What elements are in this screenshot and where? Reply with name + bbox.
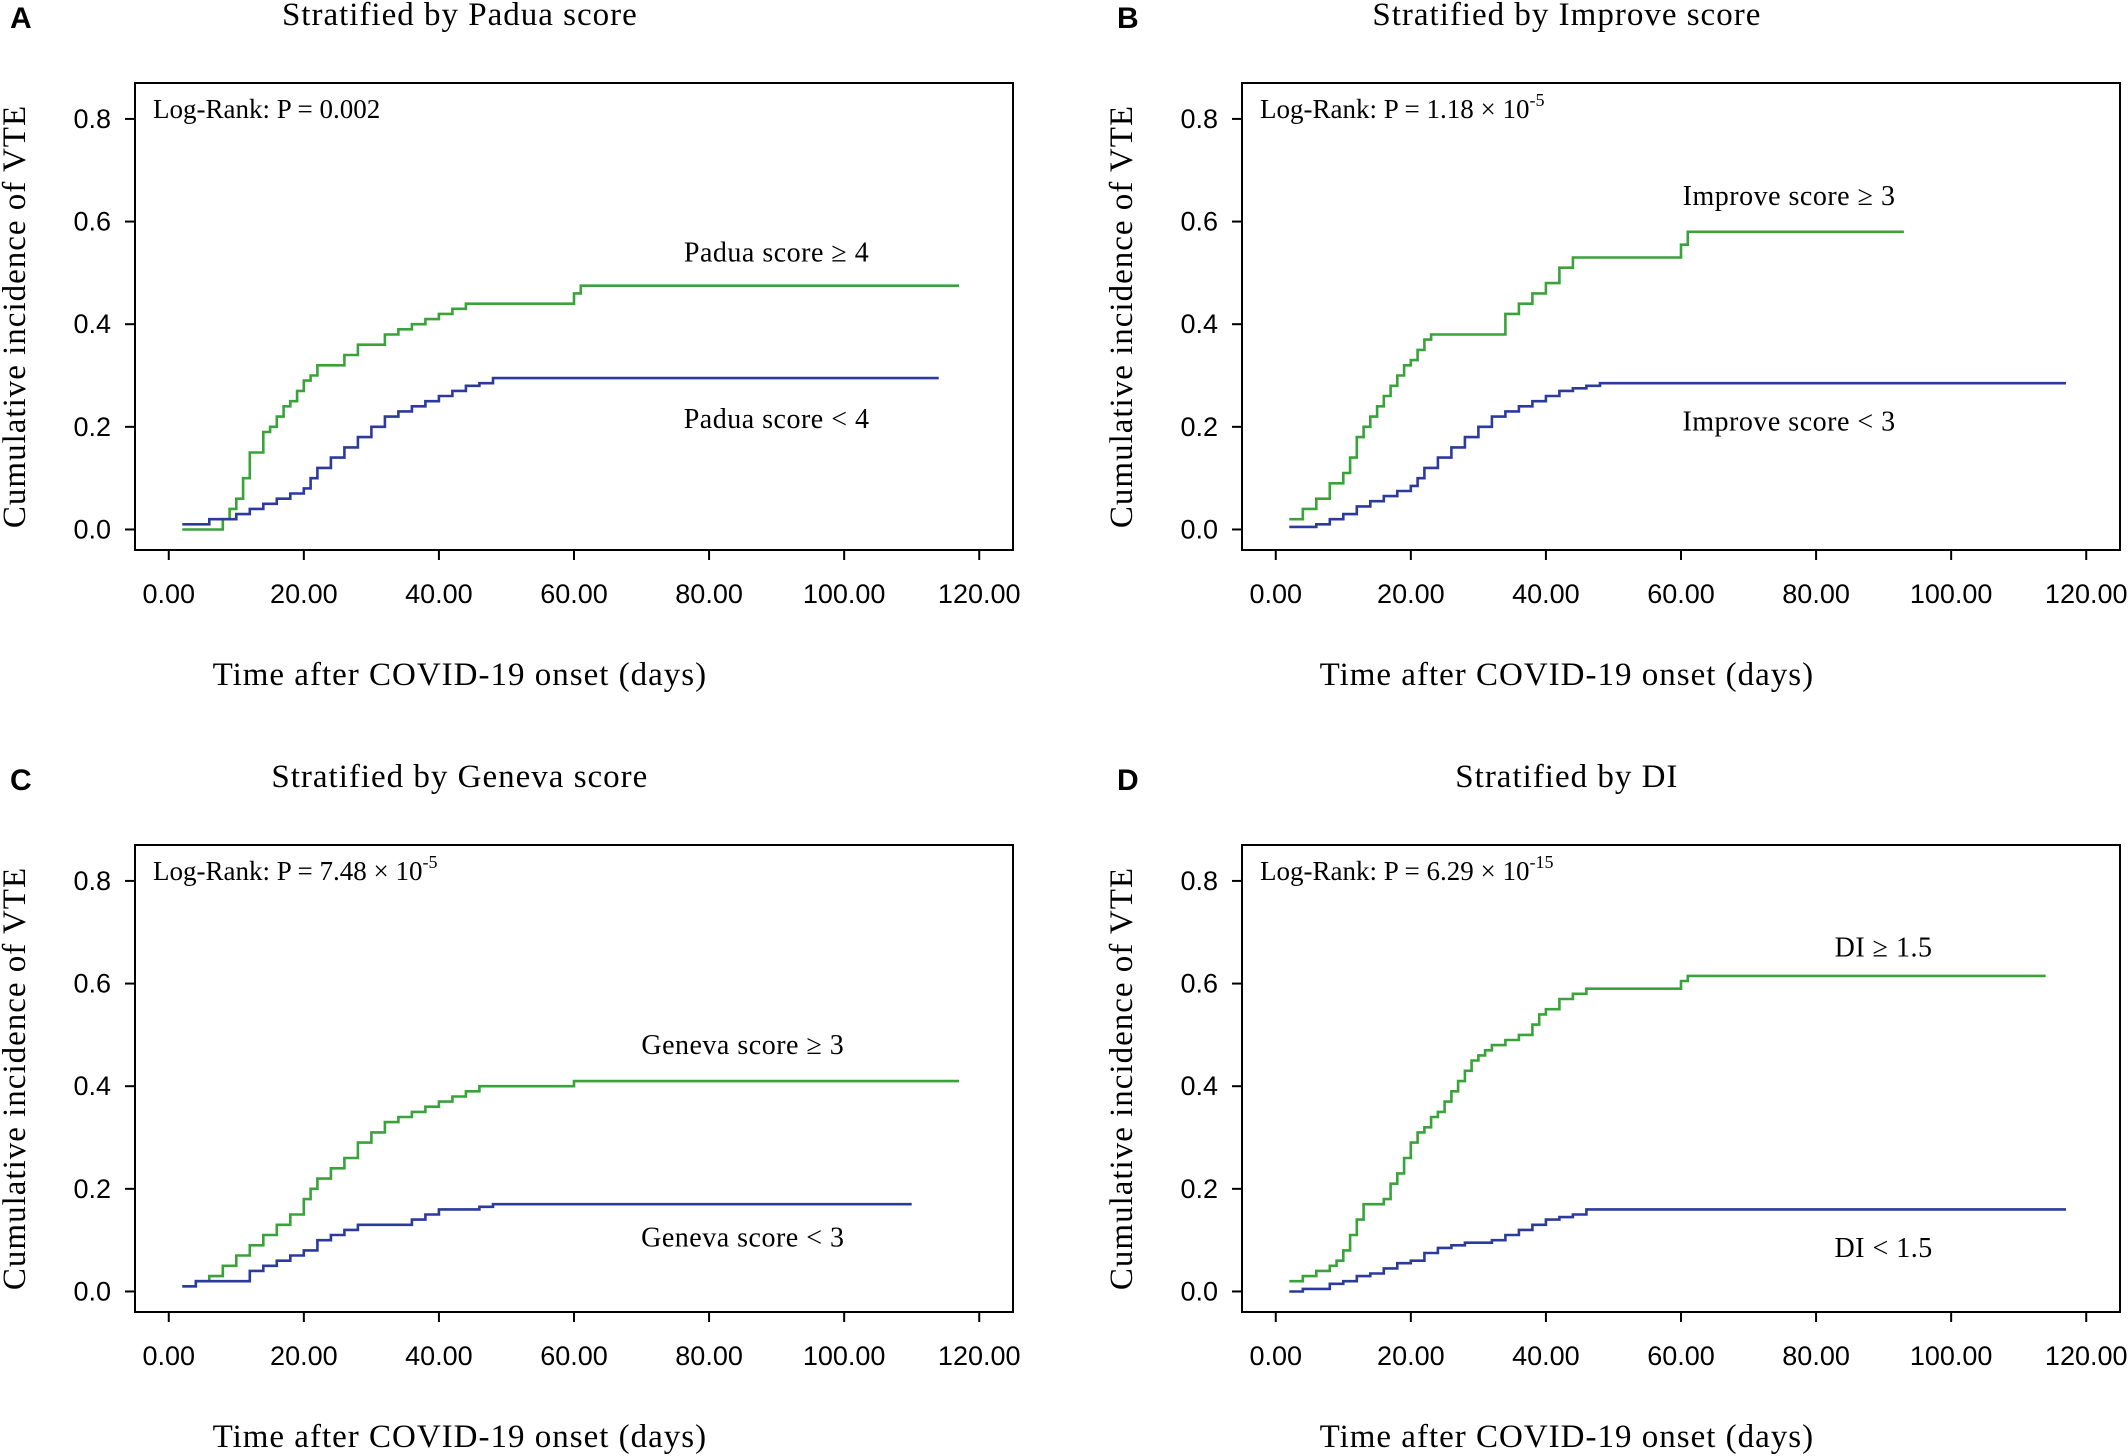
plot-frame <box>1241 82 2121 551</box>
panel-c: C Stratified by Geneva score 0.0 0.2 0.4 0.6 0… <box>0 759 1021 1455</box>
log-rank-annotation: Log-Rank: P = 0.002 <box>153 94 380 124</box>
plot-frame <box>134 844 1014 1313</box>
x-axis-label: Time after COVID-19 onset (days) <box>1320 657 1815 693</box>
x-tick-label: 40.00 <box>405 1341 473 1371</box>
plot-frame <box>134 82 1014 551</box>
series-line-low <box>1289 381 2066 529</box>
series-label-high: DI ≥ 1.5 <box>1835 933 1933 964</box>
x-tick-label: 60.00 <box>1647 579 1715 609</box>
series-label-low: Improve score < 3 <box>1682 407 1895 438</box>
x-tick-label: 120.00 <box>2045 1341 2128 1371</box>
series-line-low <box>182 376 939 526</box>
x-tick-label: 0.00 <box>142 579 195 609</box>
y-tick-label: 0.4 <box>1180 309 1218 339</box>
x-tick-label: 40.00 <box>1512 579 1580 609</box>
x-tick-label: 0.00 <box>1249 579 1302 609</box>
x-tick-label: 100.00 <box>803 579 886 609</box>
series-line-high <box>182 284 959 531</box>
x-tick-label: 80.00 <box>1782 579 1850 609</box>
y-tick-label: 0.6 <box>1180 207 1218 237</box>
y-tick-label: 0.6 <box>1180 969 1218 999</box>
y-tick-label: 0.6 <box>73 969 111 999</box>
y-tick-label: 0.2 <box>1180 1174 1218 1204</box>
x-tick-label: 0.00 <box>1249 1341 1302 1371</box>
series-label-low: Padua score < 4 <box>684 404 870 435</box>
y-tick-label: 0.0 <box>1180 514 1218 544</box>
x-tick-label: 100.00 <box>803 1341 886 1371</box>
panel-letter: C <box>10 764 32 797</box>
y-axis-label: Cumulative incidence of VTE <box>0 867 33 1290</box>
series-label-high: Padua score ≥ 4 <box>684 237 869 268</box>
x-axis-label: Time after COVID-19 onset (days) <box>1320 1419 1815 1455</box>
x-tick-label: 80.00 <box>675 579 743 609</box>
chart-title: Stratified by Improve score <box>1372 0 1761 33</box>
x-tick-label: 60.00 <box>1647 1341 1715 1371</box>
series-line-low <box>1289 1208 2066 1293</box>
y-tick-label: 0.4 <box>1180 1071 1218 1101</box>
x-tick-label: 120.00 <box>938 579 1021 609</box>
log-rank-annotation: Log-Rank: P = 7.48 × 10-5 <box>153 852 437 886</box>
x-axis-label: Time after COVID-19 onset (days) <box>213 1419 708 1455</box>
x-tick-label: 20.00 <box>1377 1341 1445 1371</box>
panel-letter: B <box>1117 2 1139 35</box>
y-tick-label: 0.2 <box>73 412 111 442</box>
series-label-high: Improve score ≥ 3 <box>1683 181 1896 212</box>
y-tick-label: 0.6 <box>73 207 111 237</box>
y-tick-label: 0.0 <box>1180 1276 1218 1306</box>
x-tick-label: 100.00 <box>1910 1341 1993 1371</box>
x-tick-label: 80.00 <box>675 1341 743 1371</box>
x-tick-label: 100.00 <box>1910 579 1993 609</box>
y-tick-label: 0.8 <box>1180 866 1218 896</box>
series-line-low <box>182 1202 912 1288</box>
series-label-low: DI < 1.5 <box>1834 1233 1932 1264</box>
x-tick-label: 60.00 <box>540 1341 608 1371</box>
y-tick-label: 0.2 <box>73 1174 111 1204</box>
series-label-low: Geneva score < 3 <box>641 1223 844 1254</box>
panel-letter: D <box>1117 764 1139 797</box>
series-line-high <box>1289 230 1904 521</box>
y-tick-label: 0.0 <box>73 514 111 544</box>
y-tick-label: 0.2 <box>1180 412 1218 442</box>
y-tick-label: 0.0 <box>73 1276 111 1306</box>
x-tick-label: 60.00 <box>540 579 608 609</box>
log-rank-annotation: Log-Rank: P = 1.18 × 10-5 <box>1260 90 1544 124</box>
log-rank-annotation: Log-Rank: P = 6.29 × 10-15 <box>1260 852 1553 886</box>
x-tick-label: 0.00 <box>142 1341 195 1371</box>
y-tick-label: 0.8 <box>73 866 111 896</box>
x-tick-label: 20.00 <box>270 1341 338 1371</box>
x-tick-label: 120.00 <box>2045 579 2128 609</box>
panel-a: A Stratified by Padua score 0.0 0.2 0.4 0.6 0.… <box>0 0 1021 693</box>
panel-letter: A <box>10 2 32 35</box>
y-tick-label: 0.4 <box>73 309 111 339</box>
panel-b: B Stratified by Improve score 0.0 0.2 0.4 0.6… <box>1104 0 2128 693</box>
x-tick-label: 80.00 <box>1782 1341 1850 1371</box>
panel-d: D Stratified by DI 0.0 0.2 0.4 0.6 0.8 0.00 20.0… <box>1104 759 2128 1455</box>
x-axis-label: Time after COVID-19 onset (days) <box>213 657 708 693</box>
plot-frame <box>1241 844 2121 1313</box>
y-tick-label: 0.8 <box>73 104 111 134</box>
y-axis-label: Cumulative incidence of VTE <box>0 105 33 528</box>
chart-title: Stratified by Padua score <box>282 0 638 33</box>
y-tick-label: 0.4 <box>73 1071 111 1101</box>
x-tick-label: 20.00 <box>1377 579 1445 609</box>
x-tick-label: 120.00 <box>938 1341 1021 1371</box>
series-line-high <box>182 1079 959 1288</box>
y-axis-label: Cumulative incidence of VTE <box>1104 105 1140 528</box>
chart-title: Stratified by DI <box>1455 759 1678 795</box>
series-label-high: Geneva score ≥ 3 <box>641 1030 844 1061</box>
series-line-high <box>1289 974 2046 1283</box>
x-tick-label: 20.00 <box>270 579 338 609</box>
y-axis-label: Cumulative incidence of VTE <box>1104 867 1140 1290</box>
y-tick-label: 0.8 <box>1180 104 1218 134</box>
chart-title: Stratified by Geneva score <box>271 759 648 795</box>
x-tick-label: 40.00 <box>405 579 473 609</box>
x-tick-label: 40.00 <box>1512 1341 1580 1371</box>
